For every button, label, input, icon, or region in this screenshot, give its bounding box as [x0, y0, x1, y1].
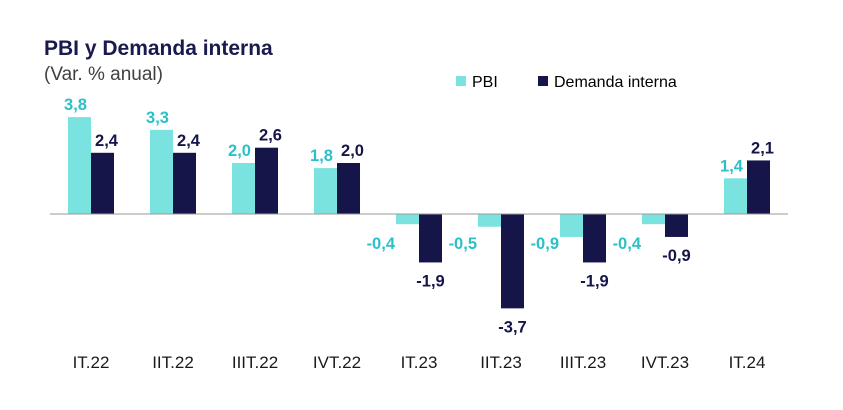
x-tick-labels-group: IT.22 IIT.22 IIIT.22 IVT.22 IT.23 IIT.23 IIIT.…: [73, 353, 766, 372]
legend: PBI Demanda interna: [456, 74, 677, 91]
bar-pbi-iiit-23: [560, 214, 583, 237]
data-label-demanda-interna-iit-22: 2,4: [177, 132, 201, 150]
bar-demanda-interna-iit-22: [173, 152, 196, 214]
data-labels-group: 3,8 2,4 3,3 2,4 2,0 2,6 1,8 2,0 -0,4 -1,9 -0,5 -3,7…: [64, 96, 774, 336]
data-label-pbi-ivt-22: 1,8: [310, 147, 333, 165]
data-label-pbi-it-23: -0,4: [367, 235, 396, 253]
data-label-demanda-interna-it-23: -1,9: [416, 272, 444, 290]
data-label-demanda-interna-it-24: 2,1: [751, 139, 774, 157]
x-tick-label-it-24: IT.24: [729, 353, 766, 372]
x-tick-label-ivt-23: IVT.23: [641, 353, 689, 372]
bar-pbi-it-22: [68, 117, 91, 214]
bar-pbi-iit-23: [478, 214, 501, 227]
bar-demanda-interna-it-22: [91, 152, 114, 214]
bar-pbi-ivt-22: [314, 168, 337, 214]
data-label-demanda-interna-iiit-22: 2,6: [259, 127, 282, 145]
x-tick-label-ivt-22: IVT.22: [313, 353, 361, 372]
data-label-demanda-interna-iiit-23: -1,9: [580, 272, 608, 290]
data-label-pbi-iiit-22: 2,0: [228, 142, 251, 160]
bar-demanda-interna-iiit-22: [255, 147, 278, 214]
x-tick-label-iiit-22: IIIT.22: [232, 353, 278, 372]
data-label-pbi-it-22: 3,8: [64, 96, 87, 114]
bar-pbi-it-23: [396, 214, 419, 225]
data-label-pbi-iit-23: -0,5: [449, 235, 477, 253]
data-label-demanda-interna-it-22: 2,4: [95, 132, 119, 150]
bar-pbi-ivt-23: [642, 214, 665, 225]
bar-demanda-interna-ivt-22: [337, 163, 360, 214]
bar-pbi-iiit-22: [232, 163, 255, 214]
bar-pbi-it-24: [724, 178, 747, 214]
x-tick-label-iiit-23: IIIT.23: [560, 353, 606, 372]
legend-swatch-demanda-interna: [538, 76, 548, 86]
chart-subtitle: (Var. % anual): [44, 64, 163, 85]
chart-title: PBI y Demanda interna: [44, 37, 273, 60]
bar-demanda-interna-ivt-23: [665, 214, 688, 237]
x-tick-label-iit-22: IIT.22: [152, 353, 194, 372]
bar-pbi-iit-22: [150, 129, 173, 214]
bar-demanda-interna-it-24: [747, 160, 770, 214]
x-tick-label-iit-23: IIT.23: [480, 353, 522, 372]
legend-label-demanda-interna: Demanda interna: [554, 74, 677, 91]
legend-label-pbi: PBI: [472, 74, 498, 91]
data-label-pbi-iit-22: 3,3: [146, 109, 169, 127]
bar-demanda-interna-iit-23: [501, 214, 524, 309]
x-tick-label-it-23: IT.23: [401, 353, 438, 372]
data-label-demanda-interna-ivt-23: -0,9: [662, 247, 690, 265]
data-label-demanda-interna-ivt-22: 2,0: [341, 142, 364, 160]
bars-group: [68, 117, 770, 309]
data-label-demanda-interna-iit-23: -3,7: [498, 318, 526, 336]
bar-demanda-interna-it-23: [419, 214, 442, 263]
bar-demanda-interna-iiit-23: [583, 214, 606, 263]
legend-swatch-pbi: [456, 76, 466, 86]
data-label-pbi-it-24: 1,4: [720, 157, 744, 175]
data-label-pbi-iiit-23: -0,9: [531, 235, 559, 253]
x-tick-label-it-22: IT.22: [73, 353, 110, 372]
data-label-pbi-ivt-23: -0,4: [613, 235, 642, 253]
